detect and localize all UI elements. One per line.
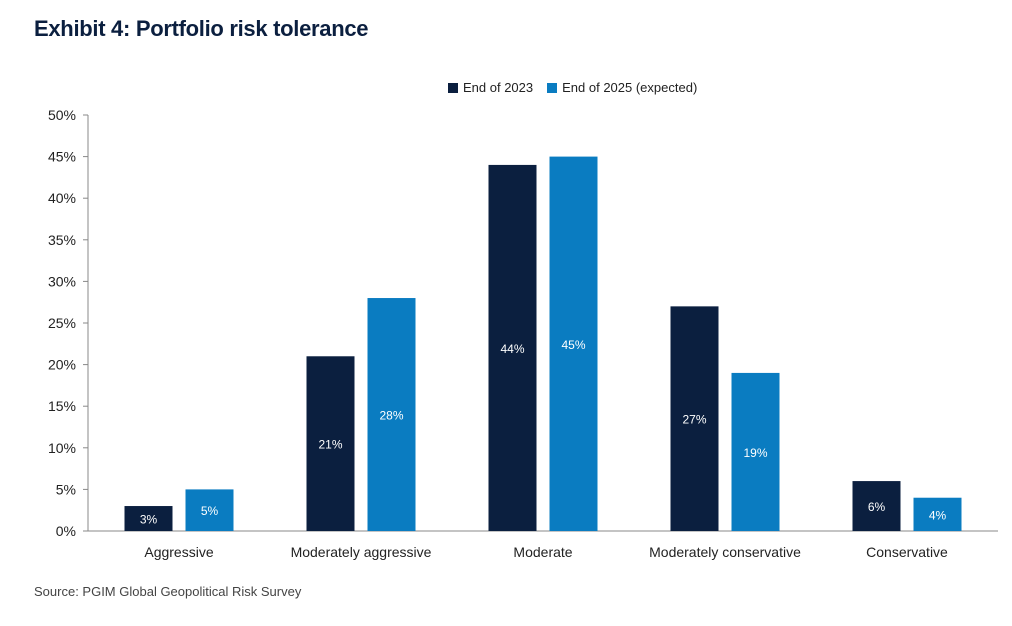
data-label-series-1: 6% (868, 500, 886, 514)
bar-series-1 (306, 356, 355, 531)
source-note: Source: PGIM Global Geopolitical Risk Su… (34, 584, 302, 599)
y-tick-label: 35% (48, 232, 76, 248)
data-label-series-1: 27% (682, 413, 706, 427)
data-label-series-2: 5% (201, 504, 219, 518)
y-tick-label: 50% (48, 107, 76, 123)
x-axis: Aggressive Moderately aggressive Moderate M… (88, 530, 998, 560)
legend-swatch-series-1 (448, 82, 458, 93)
data-label-series-1: 21% (318, 438, 342, 452)
x-tick-label: Moderately aggressive (291, 544, 432, 560)
data-label-series-2: 4% (929, 508, 947, 522)
bar-series-2 (913, 497, 962, 531)
legend-item-series-1: End of 2023 (448, 80, 533, 95)
y-tick-label: 20% (48, 357, 76, 373)
data-label-series-2: 19% (743, 446, 767, 460)
legend-item-series-2: End of 2025 (expected) (547, 80, 697, 95)
bar-series-1 (670, 306, 719, 531)
x-tick-label: Aggressive (144, 544, 213, 560)
y-axis: 0% 5% 10% 15% 20% 25% 30% 35% 40% 45% 50% (48, 107, 89, 539)
x-tick-label: Conservative (866, 544, 948, 560)
y-tick-label: 5% (56, 481, 76, 497)
y-tick-label: 15% (48, 398, 76, 414)
y-tick-label: 25% (48, 315, 76, 331)
bar-series-1 (852, 481, 901, 531)
legend-swatch-series-2 (547, 82, 558, 93)
data-label-series-1: 44% (500, 342, 524, 356)
legend-label-series-2: End of 2025 (expected) (562, 80, 698, 95)
data-label-series-2: 45% (561, 338, 585, 352)
legend: End of 2023 End of 2025 (expected) (448, 80, 697, 95)
bars: 3% 5% 21% 28% 44% 45% 27% 19% 6% 4% (124, 156, 962, 532)
data-label-series-2: 28% (379, 409, 403, 423)
bar-series-2 (185, 489, 234, 531)
bar-series-1 (488, 164, 537, 532)
x-tick-label: Moderately conservative (649, 544, 801, 560)
bar-series-2 (367, 298, 416, 531)
bar-series-1 (124, 506, 173, 531)
y-tick-label: 45% (48, 149, 76, 165)
bar-series-2 (549, 156, 598, 531)
y-tick-label: 40% (48, 190, 76, 206)
legend-label-series-1: End of 2023 (463, 80, 534, 95)
y-tick-label: 10% (48, 440, 76, 456)
x-tick-label: Moderate (513, 544, 572, 560)
data-label-series-1: 3% (140, 513, 158, 527)
bar-series-2 (731, 372, 780, 531)
y-tick-label: 0% (56, 523, 76, 539)
chart-title: Exhibit 4: Portfolio risk tolerance (34, 16, 369, 41)
y-tick-label: 30% (48, 273, 76, 289)
